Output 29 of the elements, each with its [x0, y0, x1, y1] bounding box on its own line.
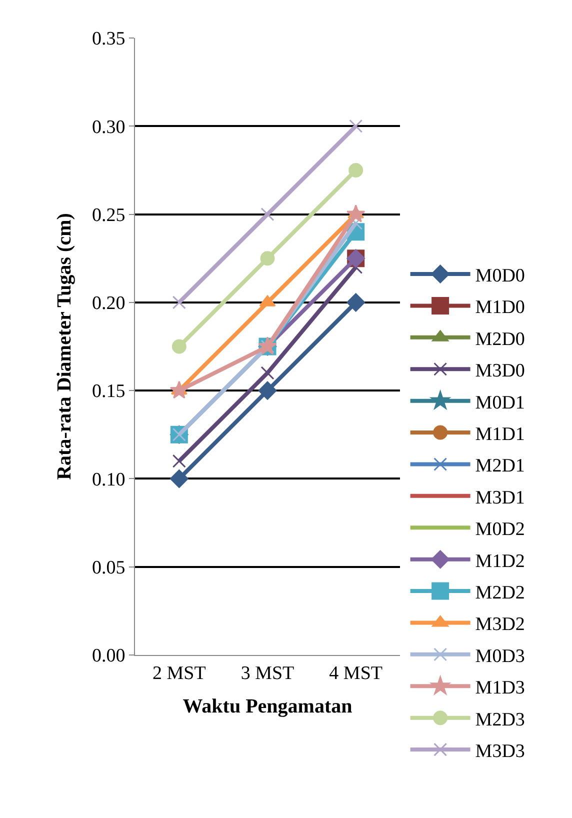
legend-label: M3D1 [475, 487, 525, 508]
y-tick-label: 0.10 [92, 469, 126, 490]
y-tick-label: 0.35 [92, 28, 126, 50]
x-tick-label: 2 MST [152, 662, 206, 684]
y-tick-label: 0.15 [92, 381, 126, 402]
x-tick-label: 4 MST [329, 662, 383, 684]
legend-label: M1D0 [475, 297, 525, 318]
x-tick-label: 3 MST [240, 662, 295, 684]
legend-label: M1D3 [475, 678, 525, 699]
legend-label: M3D3 [475, 740, 525, 762]
legend-label: M0D3 [475, 646, 525, 667]
legend-label: M3D0 [475, 360, 525, 382]
y-tick-label: 0.25 [92, 204, 126, 226]
legend-label: M2D3 [475, 709, 525, 730]
legend-label: M3D2 [475, 614, 525, 636]
legend-label: M1D1 [475, 424, 525, 445]
y-tick-label: 0.05 [92, 558, 126, 579]
legend-label: M2D0 [475, 328, 525, 350]
legend-label: M2D1 [475, 456, 525, 477]
legend-label: M0D2 [475, 519, 525, 540]
legend-label: M2D2 [475, 582, 525, 604]
legend-label: M0D1 [475, 392, 525, 414]
legend-label: M0D0 [475, 265, 525, 286]
y-tick-label: 0.30 [92, 116, 126, 138]
x-axis-title: Waktu Pengamatan [182, 695, 352, 718]
y-tick-label: 0.20 [92, 293, 126, 314]
y-tick-label: 0.00 [92, 646, 126, 667]
y-axis-title: Rata-rata Diameter Tugas (cm) [53, 213, 76, 480]
legend-label: M1D2 [475, 550, 525, 572]
